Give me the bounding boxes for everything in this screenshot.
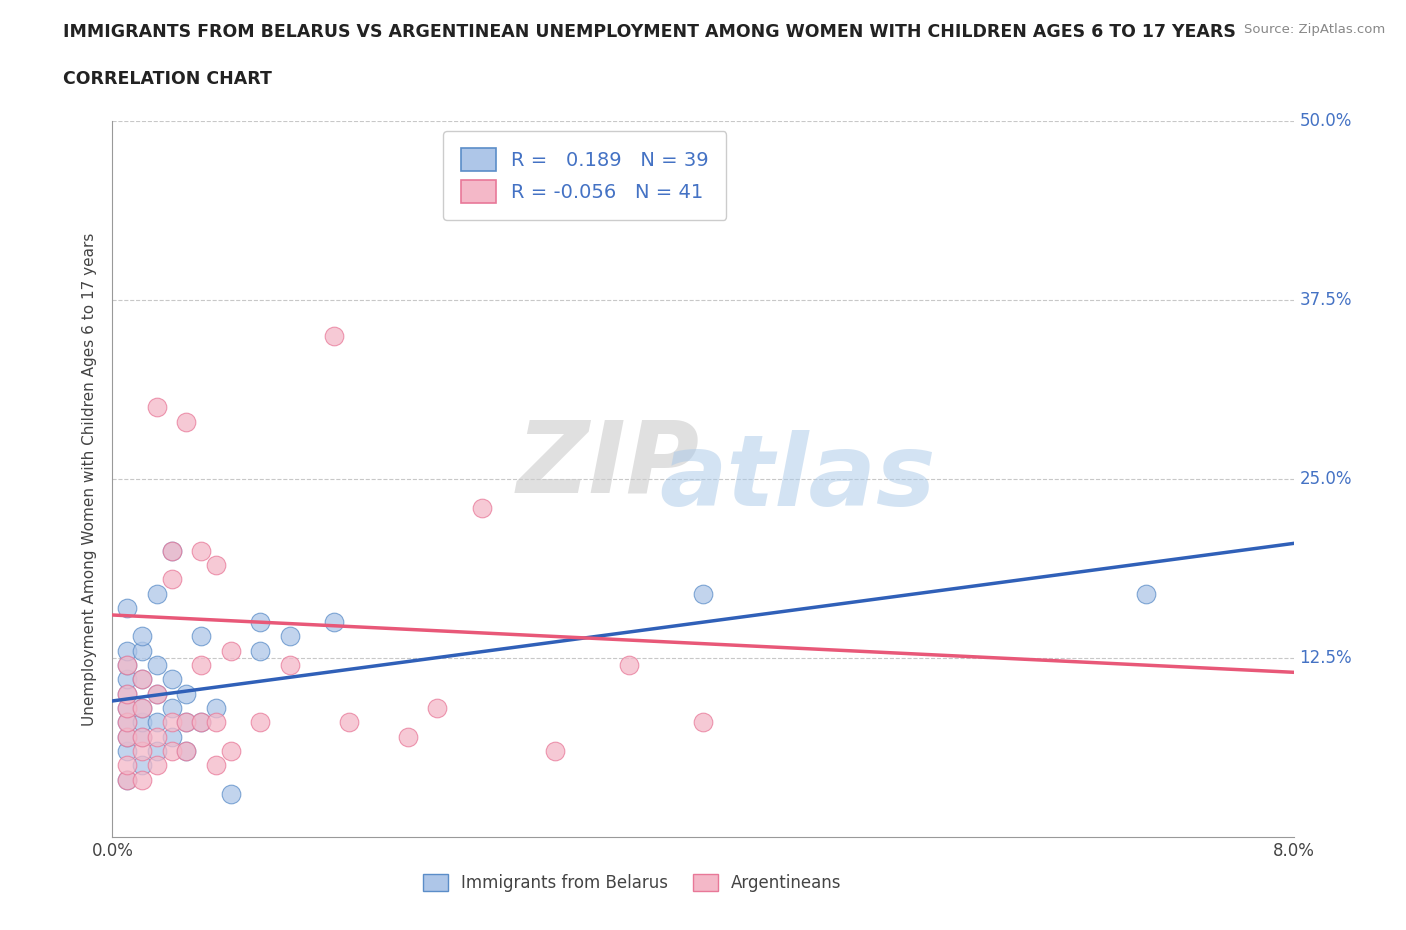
Point <box>117 744 138 759</box>
Point <box>174 744 197 759</box>
Text: 50.0%: 50.0% <box>1299 112 1351 130</box>
Point <box>131 715 153 730</box>
Point <box>160 543 183 558</box>
Point <box>174 715 197 730</box>
Point <box>131 700 153 715</box>
Point <box>160 744 183 759</box>
Point <box>426 700 449 715</box>
Point <box>117 601 138 616</box>
Point <box>1135 586 1157 601</box>
Point <box>278 658 301 672</box>
Point <box>249 715 271 730</box>
Point <box>146 686 169 701</box>
Point <box>323 615 346 630</box>
Point <box>146 744 169 759</box>
Point <box>692 586 714 601</box>
Point <box>174 686 197 701</box>
Point <box>205 700 228 715</box>
Point <box>160 715 183 730</box>
Point <box>117 758 138 773</box>
Point <box>544 744 567 759</box>
Text: 37.5%: 37.5% <box>1299 291 1353 309</box>
Point <box>174 744 197 759</box>
Point <box>160 729 183 744</box>
Text: 25.0%: 25.0% <box>1299 470 1353 488</box>
Point <box>117 772 138 787</box>
Point <box>131 729 153 744</box>
Point <box>117 729 138 744</box>
Point <box>117 658 138 672</box>
Point <box>117 715 138 730</box>
Point <box>131 744 153 759</box>
Point <box>619 658 641 672</box>
Point <box>117 686 138 701</box>
Point <box>190 715 212 730</box>
Point <box>190 543 212 558</box>
Point <box>174 414 197 429</box>
Text: IMMIGRANTS FROM BELARUS VS ARGENTINEAN UNEMPLOYMENT AMONG WOMEN WITH CHILDREN AG: IMMIGRANTS FROM BELARUS VS ARGENTINEAN U… <box>63 23 1236 41</box>
Point <box>117 715 138 730</box>
Point <box>117 772 138 787</box>
Point <box>205 557 228 572</box>
Point <box>174 715 197 730</box>
Text: atlas: atlas <box>659 431 936 527</box>
Text: ZIP: ZIP <box>517 416 700 513</box>
Point <box>146 686 169 701</box>
Point <box>205 758 228 773</box>
Point <box>117 700 138 715</box>
Point <box>146 729 169 744</box>
Point <box>249 615 271 630</box>
Point <box>146 400 169 415</box>
Point <box>117 672 138 687</box>
Point <box>219 744 242 759</box>
Point <box>131 729 153 744</box>
Point <box>117 686 138 701</box>
Point <box>190 658 212 672</box>
Point <box>117 729 138 744</box>
Point <box>117 644 138 658</box>
Point <box>146 658 169 672</box>
Point <box>160 572 183 587</box>
Point <box>396 729 419 744</box>
Point <box>323 328 346 343</box>
Text: 12.5%: 12.5% <box>1299 649 1353 667</box>
Y-axis label: Unemployment Among Women with Children Ages 6 to 17 years: Unemployment Among Women with Children A… <box>82 232 97 725</box>
Point <box>146 758 169 773</box>
Point <box>205 715 228 730</box>
Point <box>219 644 242 658</box>
Point <box>160 543 183 558</box>
Point <box>219 787 242 802</box>
Point <box>278 629 301 644</box>
Point <box>117 658 138 672</box>
Point <box>146 715 169 730</box>
Point <box>190 629 212 644</box>
Point <box>131 672 153 687</box>
Point <box>131 758 153 773</box>
Point <box>249 644 271 658</box>
Point <box>131 700 153 715</box>
Point <box>131 644 153 658</box>
Legend: Immigrants from Belarus, Argentineans: Immigrants from Belarus, Argentineans <box>415 866 851 900</box>
Point <box>131 772 153 787</box>
Point <box>131 672 153 687</box>
Point <box>131 629 153 644</box>
Text: CORRELATION CHART: CORRELATION CHART <box>63 70 273 87</box>
Text: Source: ZipAtlas.com: Source: ZipAtlas.com <box>1244 23 1385 36</box>
Point <box>117 700 138 715</box>
Point <box>160 700 183 715</box>
Point <box>337 715 360 730</box>
Point <box>692 715 714 730</box>
Point <box>160 672 183 687</box>
Point <box>471 500 494 515</box>
Point <box>146 586 169 601</box>
Point <box>190 715 212 730</box>
